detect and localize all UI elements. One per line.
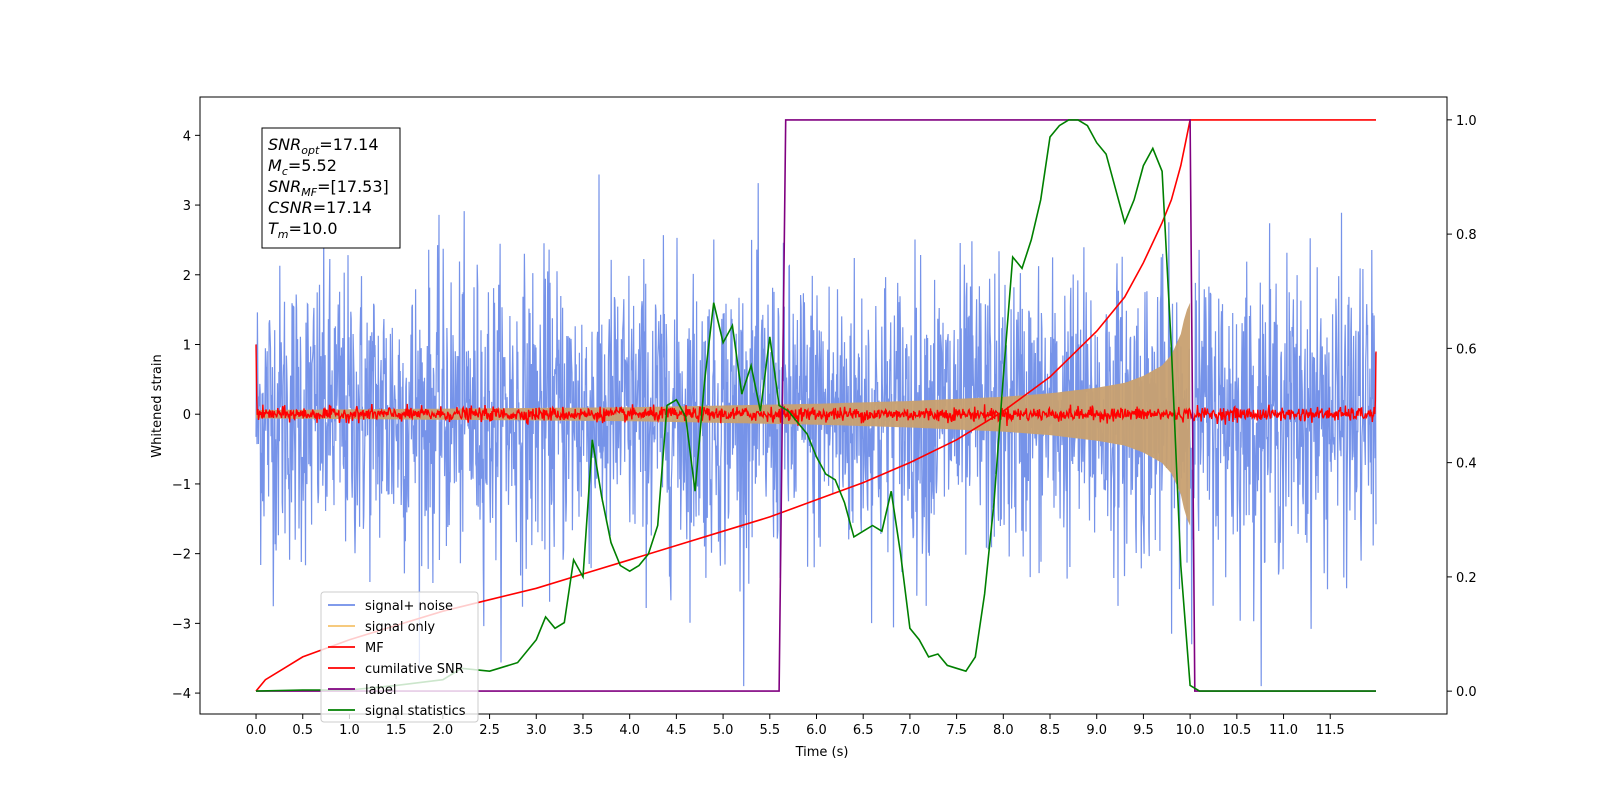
annotation-line: Mc=5.52 — [268, 156, 337, 178]
y-tick-label-right: 0.2 — [1456, 571, 1477, 586]
mf-line — [255, 344, 1377, 427]
y-tick-label-left: −1 — [172, 478, 191, 493]
x-tick-label: 11.0 — [1269, 723, 1298, 738]
x-tick-label: 9.0 — [1086, 723, 1107, 738]
y-tick-label-left: 2 — [183, 269, 191, 284]
y-tick-label-left: −2 — [172, 548, 191, 563]
x-tick-label: 3.0 — [526, 723, 547, 738]
legend-entry: cumilative SNR — [365, 662, 464, 677]
x-tick-label: 2.0 — [433, 723, 454, 738]
x-tick-label: 4.0 — [619, 723, 640, 738]
y-tick-label-left: −4 — [172, 687, 191, 702]
x-tick-label: 6.0 — [806, 723, 827, 738]
y-tick-label-left: 1 — [183, 338, 191, 353]
annotation-line: Tm=10.0 — [268, 219, 338, 241]
x-tick-label: 0.0 — [246, 723, 267, 738]
y-tick-label-left: 0 — [183, 408, 191, 423]
x-tick-label: 1.0 — [339, 723, 360, 738]
x-tick-label: 2.5 — [479, 723, 500, 738]
x-axis-label: Time (s) — [795, 745, 849, 760]
legend-frame — [320, 591, 479, 723]
y-tick-label-left: 3 — [183, 199, 191, 214]
x-tick-label: 5.5 — [759, 723, 780, 738]
x-tick-label: 0.5 — [292, 723, 313, 738]
legend: signal+ noise signal only MF cumilative SNR… — [320, 591, 479, 723]
y-tick-label-right: 0.0 — [1456, 685, 1477, 700]
y-tick-label-left: −3 — [172, 617, 191, 632]
x-tick-label: 4.5 — [666, 723, 687, 738]
x-tick-label: 8.5 — [1040, 723, 1061, 738]
annotation-frame — [261, 127, 401, 249]
x-tick-label: 7.5 — [946, 723, 967, 738]
x-tick-label: 8.0 — [993, 723, 1014, 738]
annotation-line: CSNR=17.14 — [268, 198, 372, 217]
annotation-line: SNRMF=[17.53] — [268, 177, 389, 199]
y-tick-label-right: 0.8 — [1456, 228, 1477, 243]
tick-layer: 0.0 0.5 1.0 1.5 2.0 2.5 3.0 3.5 4.0 4.5 5.0 5.5 6.0 6… — [172, 114, 1477, 738]
axes-frame — [199, 96, 1448, 715]
annotation-line: SNRopt=17.14 — [268, 135, 379, 157]
y-tick-label-left: 4 — [183, 129, 191, 144]
y-axis-label-left: Whitened strain — [150, 354, 165, 457]
x-tick-label: 5.0 — [713, 723, 734, 738]
legend-entry: MF — [365, 641, 384, 656]
x-tick-label: 7.0 — [900, 723, 921, 738]
legend-entry: signal statistics — [365, 704, 466, 719]
legend-entry: label — [365, 683, 396, 698]
signal-statistics-line — [255, 119, 1376, 692]
x-tick-label: 10.5 — [1222, 723, 1251, 738]
legend-entry: signal+ noise — [365, 599, 453, 614]
y-tick-label-right: 0.4 — [1456, 457, 1477, 472]
y-tick-label-right: 1.0 — [1456, 114, 1477, 129]
x-tick-label: 9.5 — [1133, 723, 1154, 738]
mf-series — [255, 344, 1377, 427]
x-tick-label: 10.0 — [1176, 723, 1205, 738]
y-tick-label-right: 0.6 — [1456, 342, 1477, 357]
x-tick-label: 6.5 — [853, 723, 874, 738]
stats-annotation-box: SNRopt=17.14Mc=5.52SNRMF=[17.53]CSNR=17.… — [261, 127, 401, 249]
x-tick-label: 3.5 — [573, 723, 594, 738]
x-tick-label: 11.5 — [1316, 723, 1345, 738]
x-tick-label: 1.5 — [386, 723, 407, 738]
legend-entry: signal only — [365, 620, 435, 635]
